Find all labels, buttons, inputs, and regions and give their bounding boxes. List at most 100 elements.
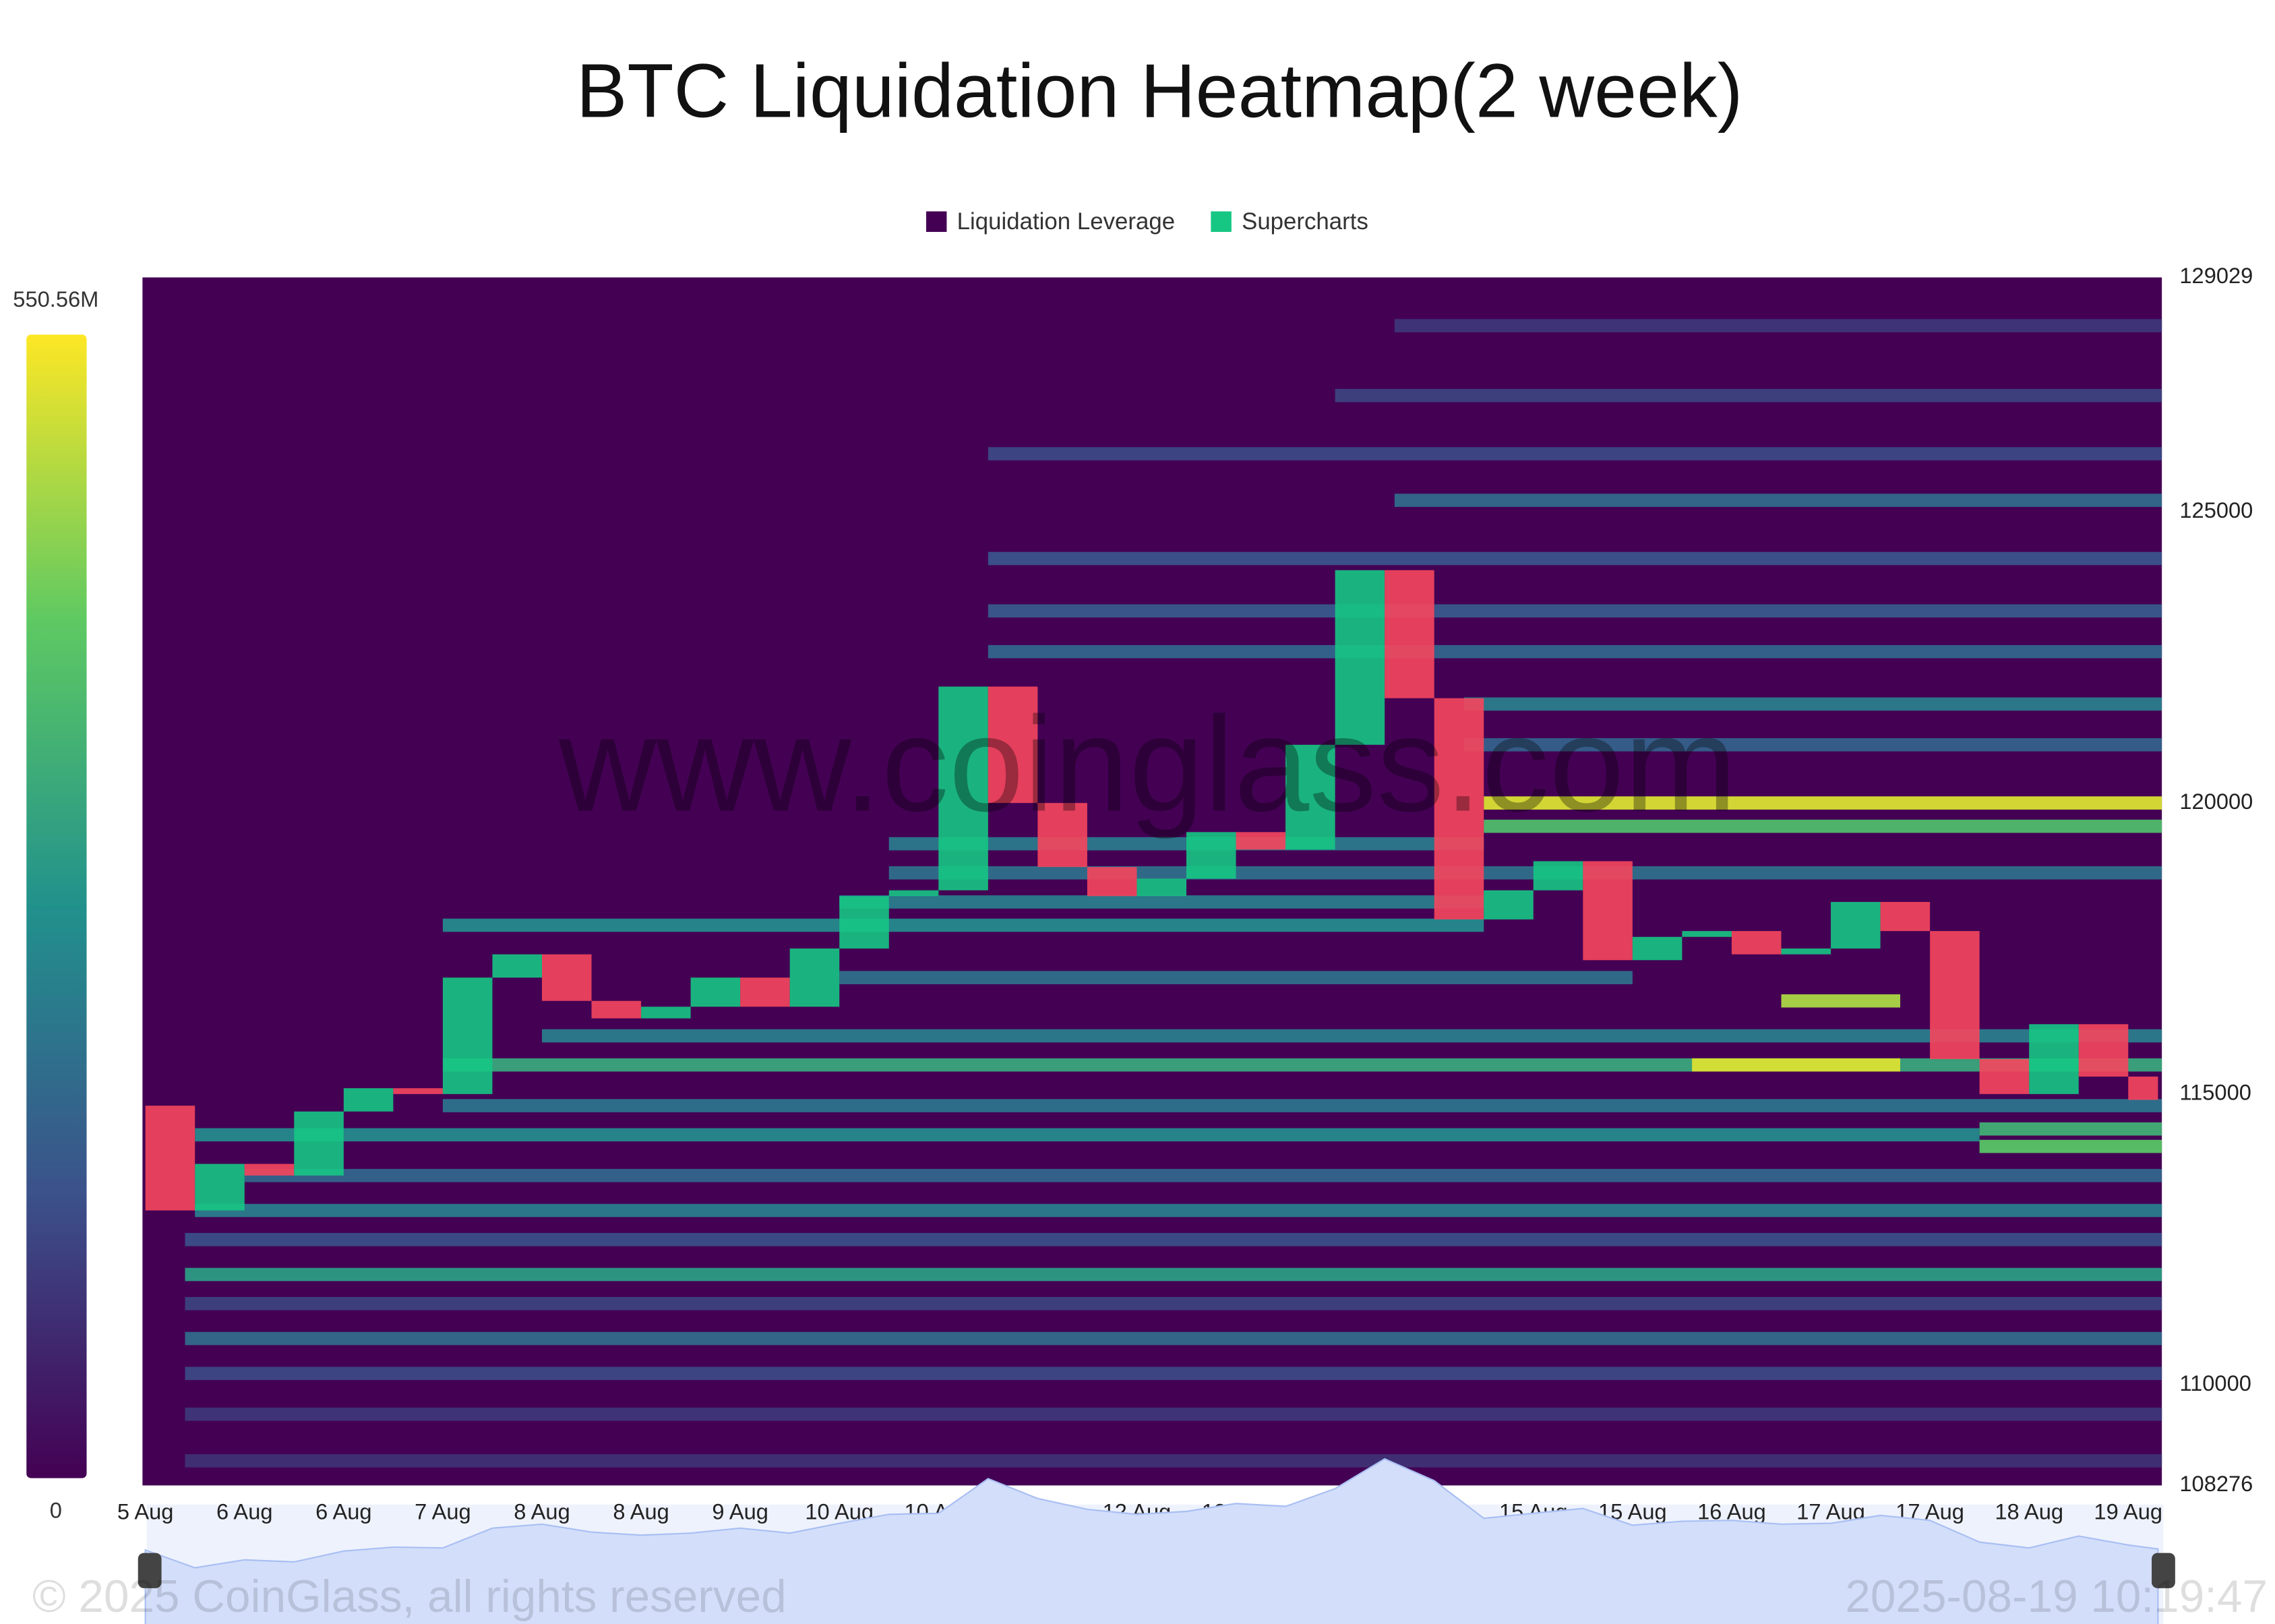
candle [1136,878,1187,897]
candle [1285,744,1335,850]
x-tick-label: 19 Aug [2094,1499,2162,1524]
candle [1930,931,1980,1060]
candle [1731,931,1782,955]
candle [541,954,592,1001]
liquidation-band [185,1232,2162,1246]
liquidation-band [1692,1058,1900,1072]
timestamp: 2025-08-19 10:19:47 [1845,1571,2268,1622]
liquidation-band [988,604,2162,618]
color-bar-label: 550.56M [13,287,98,311]
y-tick-label: 120000 [2179,789,2253,814]
candle [492,954,542,978]
y-tick-label: 110000 [2179,1371,2251,1395]
candle [1335,570,1385,745]
candle [1682,931,1732,937]
candle [988,686,1038,804]
candle [442,978,493,1094]
navigator-area [144,1457,2159,1624]
candle [1880,901,1931,932]
candle [244,1164,295,1176]
liquidation-band [185,1454,2162,1468]
legend-swatch[interactable] [1211,211,1232,233]
liquidation-band [185,1267,2162,1282]
liquidation-band [1484,819,2162,833]
liquidation-band [442,918,1484,932]
candle [145,1106,195,1211]
color-bar [26,334,87,1478]
candle [393,1088,443,1094]
y-tick-label: 125000 [2179,498,2253,522]
candle [1037,803,1087,868]
y-tick-label: 129029 [2179,263,2253,288]
candle [888,890,939,897]
copyright: © 2025 CoinGlass, all rights reserved [32,1571,787,1622]
candle [641,1006,691,1019]
liquidation-band [1781,994,1900,1008]
liquidation-band [1979,1139,2162,1153]
liquidation-band [185,1296,2162,1311]
x-tick-label: 6 Aug [216,1499,273,1524]
candle [789,949,840,1007]
candle [1434,698,1484,920]
x-tick-label: 8 Aug [514,1499,570,1524]
candle [1781,949,1831,955]
liquidation-band [244,1168,2162,1182]
liquidation-band [988,447,2162,460]
liquidation-band [1484,796,2162,810]
liquidation-band [888,866,2162,880]
candle [2128,1076,2158,1100]
liquidation-band [1394,493,2162,507]
candle [938,686,988,891]
candle [1979,1059,2030,1094]
watermark: www.coinglass.com [558,690,1737,840]
liquidation-band [1463,697,2162,711]
candle [2029,1024,2079,1094]
color-bar-label: 0 [50,1497,62,1522]
legend-swatch[interactable] [926,211,947,233]
x-tick-label: 6 Aug [315,1499,372,1524]
liquidation-band [195,1203,2162,1217]
candle [591,1000,642,1019]
navigator-handle[interactable] [138,1553,162,1588]
x-tick-label: 5 Aug [117,1499,173,1524]
liquidation-band [541,1029,2162,1043]
candle [1484,890,1534,920]
legend-label[interactable]: Supercharts [1242,208,1368,235]
candle [839,896,889,949]
navigator-handle[interactable] [2152,1553,2175,1588]
liquidation-band [442,1099,2162,1112]
candle [294,1111,344,1176]
candle [1385,570,1434,698]
candle [1186,832,1236,879]
liquidation-band [195,1128,1980,1142]
liquidation-band [1979,1122,2162,1136]
chart-title: BTC Liquidation Heatmap(2 week) [576,49,1743,133]
y-tick-label: 115000 [2179,1079,2251,1104]
candle [1831,901,1881,949]
liquidation-band [839,971,1633,984]
x-tick-label: 18 Aug [1995,1499,2063,1524]
liquidation-band [1335,388,2162,402]
candle [195,1164,245,1211]
liquidation-band [988,551,2162,566]
x-tick-label: 9 Aug [712,1499,768,1524]
legend-label[interactable]: Liquidation Leverage [957,208,1175,235]
candle [740,978,790,1007]
liquidation-band [185,1366,2162,1381]
candle [2078,1024,2129,1077]
candle [1236,832,1286,850]
candle [690,978,741,1007]
x-tick-label: 8 Aug [613,1499,669,1524]
liquidation-band [185,1407,2162,1421]
liquidation-band [442,1058,2162,1072]
liquidation-band [185,1331,2162,1346]
x-tick-label: 7 Aug [415,1499,471,1524]
y-tick-label: 108276 [2179,1471,2253,1496]
liquidation-band [1394,319,2162,332]
liquidation-band [839,895,1484,909]
candle [1533,861,1583,891]
candle [1087,867,1137,897]
liquidation-band [1463,738,2162,752]
liquidation-band [988,644,2162,659]
